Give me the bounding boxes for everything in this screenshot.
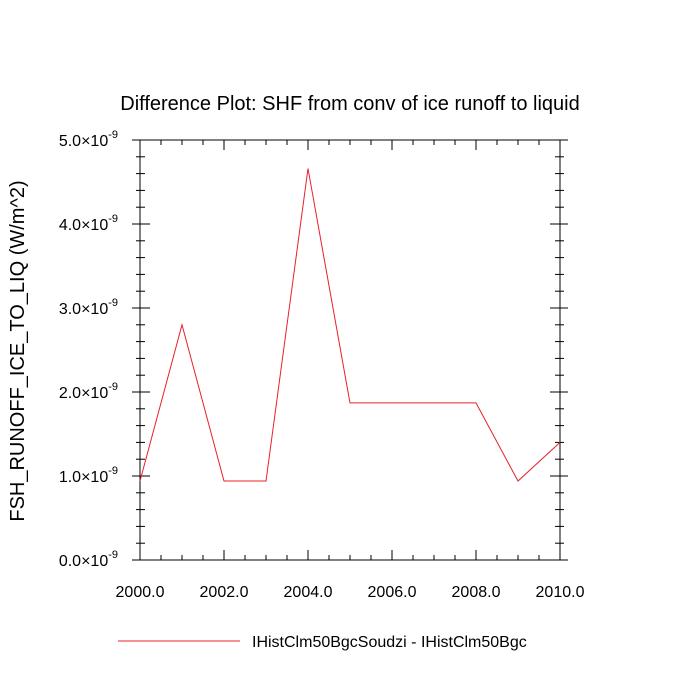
x-tick-label: 2010.0 <box>536 584 585 601</box>
x-tick-label: 2008.0 <box>452 584 501 601</box>
x-tick-label: 2002.0 <box>200 584 249 601</box>
y-tick-label: 1.0×10-9 <box>59 465 118 486</box>
y-tick-mantissa: 3.0×10 <box>59 301 108 318</box>
y-tick-exponent: -9 <box>108 549 118 561</box>
y-tick-mantissa: 4.0×10 <box>59 217 108 234</box>
tick-labels: 2000.0 2002.0 2004.0 2006.0 2008.0 2010.0 0.0×… <box>59 129 585 601</box>
y-tick-mantissa: 2.0×10 <box>59 385 108 402</box>
y-tick-label: 5.0×10-9 <box>59 129 118 150</box>
x-tick-label: 2006.0 <box>368 584 417 601</box>
y-tick-exponent: -9 <box>108 213 118 225</box>
legend-label: IHistClm50BgcSoudzi - IHistClm50Bgc <box>252 634 527 651</box>
legend: IHistClm50BgcSoudzi - IHistClm50Bgc <box>118 634 527 651</box>
y-tick-exponent: -9 <box>108 129 118 141</box>
chart-title: Difference Plot: SHF from conv of ice ru… <box>120 93 579 115</box>
y-tick-exponent: -9 <box>108 381 118 393</box>
x-tick-label: 2000.0 <box>116 584 165 601</box>
x-tick-label: 2004.0 <box>284 584 333 601</box>
y-tick-mantissa: 0.0×10 <box>59 553 108 570</box>
axis-ticks <box>132 139 568 561</box>
y-tick-mantissa: 5.0×10 <box>59 133 108 150</box>
series-group <box>139 168 561 482</box>
y-tick-exponent: -9 <box>108 297 118 309</box>
y-tick-mantissa: 1.0×10 <box>59 469 108 486</box>
plot-frame <box>139 139 561 561</box>
y-tick-label: 4.0×10-9 <box>59 213 118 234</box>
y-tick-label: 2.0×10-9 <box>59 381 118 402</box>
series-line <box>139 168 561 482</box>
y-tick-exponent: -9 <box>108 465 118 477</box>
y-tick-label: 3.0×10-9 <box>59 297 118 318</box>
y-tick-label: 0.0×10-9 <box>59 549 118 570</box>
y-axis-label: FSH_RUNOFF_ICE_TO_LIQ (W/m^2) <box>7 180 29 521</box>
